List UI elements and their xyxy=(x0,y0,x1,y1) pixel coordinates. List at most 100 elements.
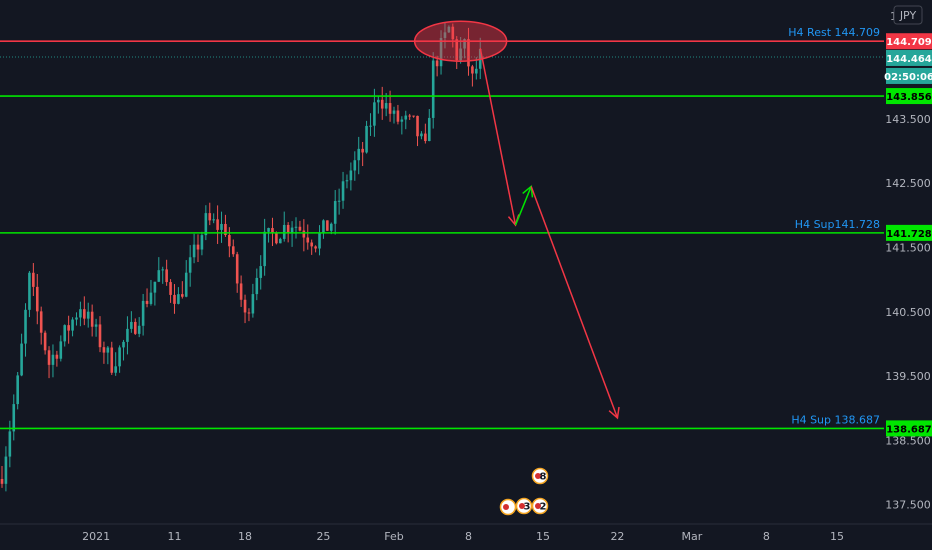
candle-body xyxy=(177,294,180,304)
candle-body xyxy=(451,26,455,40)
time-axis[interactable]: 2021 11 18 25 Feb 8 15 22 Mar 8 15 xyxy=(0,523,932,543)
candle-body xyxy=(475,68,478,74)
candle-body xyxy=(416,115,419,137)
candle-body xyxy=(184,272,188,297)
candle-body xyxy=(216,219,219,230)
candle-body xyxy=(471,66,474,74)
candle-body xyxy=(161,269,165,271)
candle-body xyxy=(86,311,90,319)
candle-body xyxy=(267,228,270,232)
candle-body xyxy=(102,347,106,353)
candle-body xyxy=(55,354,59,359)
candle-body xyxy=(153,281,157,293)
candle-body xyxy=(83,309,86,319)
candle-body xyxy=(71,319,74,331)
candle-body xyxy=(424,133,427,142)
candle-body xyxy=(12,404,16,432)
candle-body xyxy=(157,270,161,282)
price-axis[interactable]: 137.500 138.500 139.500 140.500 141.500 142.5… xyxy=(885,5,931,512)
candle-body xyxy=(455,39,459,61)
time-tick-label: Feb xyxy=(384,530,403,543)
price-tick-label: 138.500 xyxy=(885,434,931,447)
candle-body xyxy=(32,272,35,287)
time-tick-label: 8 xyxy=(465,530,472,543)
price-badges: 144.709 143.856 141.728 138.687 144.464 02:50… xyxy=(884,33,932,437)
candle-body xyxy=(310,242,313,247)
candle-body xyxy=(79,309,82,318)
event-marker-us-flag-icon xyxy=(535,503,541,509)
event-marker-flag-top-count: 8 xyxy=(540,472,547,483)
candle-body xyxy=(282,224,286,239)
candle-body xyxy=(404,115,408,120)
level-label-0: H4 Rest 144.709 xyxy=(788,26,880,39)
price-tick-label: 141.500 xyxy=(885,242,931,255)
candle-body xyxy=(396,110,400,122)
candle-body xyxy=(51,354,55,365)
time-tick-label: 2021 xyxy=(82,530,110,543)
candle-body xyxy=(208,213,212,221)
candle-body xyxy=(314,246,317,249)
candle-body xyxy=(165,269,168,283)
candle-body xyxy=(28,272,31,310)
candle-body xyxy=(63,325,67,342)
candle-body xyxy=(247,312,251,314)
candle-body xyxy=(427,117,431,142)
candle-body xyxy=(39,311,43,333)
current-price-badge xyxy=(886,49,932,66)
candle-body xyxy=(259,266,263,278)
candle-body xyxy=(122,341,125,348)
candle-series xyxy=(0,22,482,492)
candle-body xyxy=(345,180,349,182)
candle-body xyxy=(329,223,333,231)
candle-body xyxy=(251,294,255,314)
candle-body xyxy=(467,39,470,67)
candle-body xyxy=(322,220,325,233)
candle-body xyxy=(361,148,364,153)
candle-body xyxy=(377,99,380,103)
candle-body xyxy=(275,233,278,244)
event-marker-flag-top-flag-icon xyxy=(535,473,541,479)
currency-badge[interactable] xyxy=(893,5,923,25)
level-price-badge-2-label: 141.728 xyxy=(886,229,932,240)
candle-body xyxy=(133,321,137,334)
candle-body xyxy=(192,244,196,258)
candle-body xyxy=(141,300,145,326)
candle-body xyxy=(298,226,302,231)
time-tick-label: 8 xyxy=(763,530,770,543)
candle-body xyxy=(388,103,392,114)
candle-body xyxy=(447,26,451,33)
candle-body xyxy=(126,328,129,342)
level-price-badge-3 xyxy=(886,420,932,437)
candle-body xyxy=(365,125,368,153)
time-tick-label: 15 xyxy=(830,530,844,543)
candle-body xyxy=(369,125,372,127)
price-tick-label: 143.500 xyxy=(885,113,931,126)
candle-body xyxy=(114,366,117,373)
level-price-badge-3-label: 138.687 xyxy=(886,424,932,435)
event-markers[interactable]: 8 3 2 xyxy=(499,467,549,516)
candle-body xyxy=(200,235,204,250)
candle-body xyxy=(431,60,435,118)
candle-body xyxy=(408,115,411,117)
candle-body xyxy=(16,375,19,405)
candle-body xyxy=(20,343,23,376)
currency-badge-label: JPY xyxy=(899,9,917,22)
candle-body xyxy=(279,238,282,244)
projection-segment-0 xyxy=(479,48,517,226)
candle-body xyxy=(204,213,208,236)
candle-body xyxy=(224,223,227,236)
event-marker-jp-count: 3 xyxy=(524,502,531,513)
candle-body xyxy=(228,235,231,247)
level-price-badge-1-label: 143.856 xyxy=(886,92,932,103)
price-tick-label: 142.500 xyxy=(885,177,931,190)
candle-body xyxy=(373,102,376,126)
candle-body xyxy=(463,39,466,49)
candle-body xyxy=(130,321,133,329)
candle-body xyxy=(188,257,192,273)
candle-body xyxy=(357,148,361,161)
level-price-badge-1 xyxy=(886,88,932,105)
candle-body xyxy=(137,325,141,334)
countdown-badge-label: 02:50:06 xyxy=(884,72,932,83)
